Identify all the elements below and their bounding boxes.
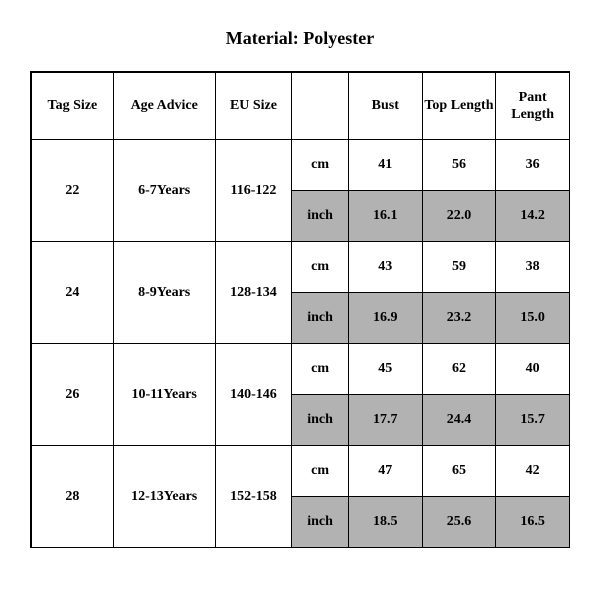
col-tag-size: Tag Size <box>31 72 113 140</box>
cell-pant-cm: 40 <box>496 344 570 395</box>
cell-bust-inch: 17.7 <box>348 395 422 446</box>
cell-top-cm: 56 <box>422 140 496 191</box>
cell-eu-size: 116-122 <box>215 140 292 242</box>
cell-pant-inch: 15.7 <box>496 395 570 446</box>
col-eu-size: EU Size <box>215 72 292 140</box>
cell-age-advice: 12-13Years <box>113 446 215 548</box>
cell-age-advice: 10-11Years <box>113 344 215 446</box>
cell-unit-cm: cm <box>292 446 349 497</box>
col-unit <box>292 72 349 140</box>
cell-bust-inch: 16.1 <box>348 191 422 242</box>
cell-bust-cm: 45 <box>348 344 422 395</box>
cell-unit-inch: inch <box>292 191 349 242</box>
cell-unit-cm: cm <box>292 242 349 293</box>
cell-top-inch: 24.4 <box>422 395 496 446</box>
col-bust: Bust <box>348 72 422 140</box>
cell-top-inch: 22.0 <box>422 191 496 242</box>
cell-pant-inch: 16.5 <box>496 497 570 548</box>
cell-tag-size: 24 <box>31 242 113 344</box>
cell-top-cm: 62 <box>422 344 496 395</box>
table-row: 2812-13Years152-158cm476542 <box>31 446 570 497</box>
cell-unit-inch: inch <box>292 395 349 446</box>
cell-top-inch: 23.2 <box>422 293 496 344</box>
size-chart-table: Tag Size Age Advice EU Size Bust Top Len… <box>30 71 570 548</box>
cell-bust-cm: 47 <box>348 446 422 497</box>
col-top-length: Top Length <box>422 72 496 140</box>
cell-unit-inch: inch <box>292 497 349 548</box>
cell-bust-inch: 18.5 <box>348 497 422 548</box>
cell-eu-size: 140-146 <box>215 344 292 446</box>
col-pant-length: Pant Length <box>496 72 570 140</box>
cell-bust-cm: 43 <box>348 242 422 293</box>
cell-unit-cm: cm <box>292 344 349 395</box>
cell-tag-size: 28 <box>31 446 113 548</box>
cell-tag-size: 26 <box>31 344 113 446</box>
col-age-advice: Age Advice <box>113 72 215 140</box>
cell-pant-inch: 14.2 <box>496 191 570 242</box>
cell-age-advice: 6-7Years <box>113 140 215 242</box>
cell-bust-inch: 16.9 <box>348 293 422 344</box>
table-row: 226-7Years116-122cm415636 <box>31 140 570 191</box>
cell-unit-inch: inch <box>292 293 349 344</box>
cell-bust-cm: 41 <box>348 140 422 191</box>
cell-eu-size: 152-158 <box>215 446 292 548</box>
cell-top-cm: 65 <box>422 446 496 497</box>
cell-pant-cm: 38 <box>496 242 570 293</box>
cell-unit-cm: cm <box>292 140 349 191</box>
cell-tag-size: 22 <box>31 140 113 242</box>
page-title: Material: Polyester <box>30 28 570 49</box>
cell-pant-cm: 36 <box>496 140 570 191</box>
cell-pant-inch: 15.0 <box>496 293 570 344</box>
table-row: 2610-11Years140-146cm456240 <box>31 344 570 395</box>
cell-top-inch: 25.6 <box>422 497 496 548</box>
table-header-row: Tag Size Age Advice EU Size Bust Top Len… <box>31 72 570 140</box>
cell-age-advice: 8-9Years <box>113 242 215 344</box>
cell-eu-size: 128-134 <box>215 242 292 344</box>
table-row: 248-9Years128-134cm435938 <box>31 242 570 293</box>
cell-pant-cm: 42 <box>496 446 570 497</box>
cell-top-cm: 59 <box>422 242 496 293</box>
